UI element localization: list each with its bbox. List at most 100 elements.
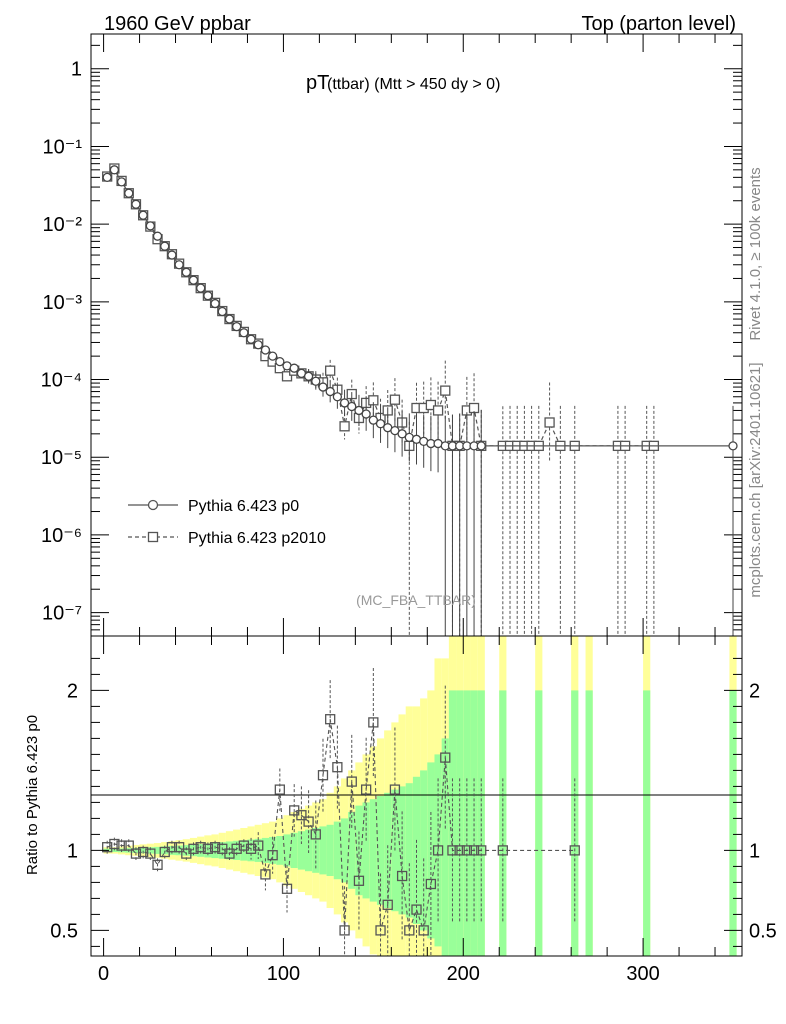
green-band-bin — [283, 834, 291, 867]
ratio-marker — [396, 870, 408, 882]
ratio-series-p2010 — [102, 668, 580, 956]
series-p0-marker — [160, 241, 170, 251]
green-band-bin — [197, 844, 205, 857]
series-p0-marker — [174, 260, 184, 270]
main-y-tick-label: 10⁻⁶ — [41, 525, 82, 547]
ratio-marker — [411, 904, 422, 915]
series-p0-marker — [232, 321, 242, 332]
ratio-marker — [202, 843, 214, 854]
series-p2010-marker — [425, 399, 437, 411]
ratio-y-axis-label: Ratio to Pythia 6.423 p0 — [24, 715, 41, 875]
ratio-plot-panel: 0.5 0.5 1 1 2 2 0 100 200 300 — [50, 34, 777, 985]
green-band-bin — [326, 824, 334, 876]
green-band-bin — [333, 821, 341, 880]
green-band-bin — [499, 690, 507, 956]
green-band-bin — [470, 690, 478, 956]
ratio-marker — [353, 875, 365, 886]
series-p0-marker — [275, 356, 285, 367]
green-band-bin — [362, 802, 370, 899]
green-band-bin — [261, 837, 270, 863]
ratio-marker — [368, 717, 379, 728]
ratio-marker — [317, 770, 329, 781]
series-p0-marker — [203, 291, 213, 301]
green-band-bin — [355, 805, 363, 896]
series-p2010 — [102, 163, 660, 636]
ratio-marker — [173, 842, 185, 853]
series-p0-marker — [339, 398, 350, 408]
ratio-marker — [245, 843, 257, 854]
green-band-bin — [290, 832, 298, 868]
ratio-marker — [102, 842, 113, 853]
ratio-marker — [454, 845, 465, 856]
legend-label-p2010: Pythia 6.423 p2010 — [188, 530, 326, 547]
green-band-bin — [441, 738, 449, 956]
x-tick-label: 200 — [447, 963, 480, 985]
series-p2010-marker — [544, 417, 555, 428]
green-band-bin — [182, 845, 190, 856]
series-p0-marker — [347, 401, 357, 412]
series-p0-marker — [124, 188, 134, 198]
ratio-marker — [325, 714, 336, 725]
legend-label-p0: Pythia 6.423 p0 — [188, 498, 299, 515]
ratio-marker — [274, 784, 285, 795]
x-tick-label: 100 — [267, 963, 300, 985]
ratio-marker — [447, 845, 458, 856]
x-axis-tick-labels: 0 100 200 300 — [98, 963, 660, 985]
green-band-bin — [448, 690, 457, 956]
series-p0-marker — [325, 386, 335, 397]
series-p0-marker — [152, 231, 163, 241]
ratio-y-tick-label-left: 1 — [67, 840, 78, 862]
ratio-marker — [476, 845, 487, 856]
series-p0-marker — [246, 334, 256, 344]
ratio-marker — [389, 784, 401, 795]
ratio-marker — [231, 843, 242, 854]
series-p0-marker — [167, 250, 177, 260]
series-p0-marker — [138, 210, 148, 220]
ratio-marker — [188, 843, 199, 854]
green-band-bin — [139, 847, 147, 854]
ratio-uncertainty-bands — [103, 636, 737, 956]
green-band-bin — [405, 783, 413, 918]
ratio-y-ticks — [91, 657, 742, 947]
ratio-marker — [432, 845, 444, 856]
series-p2010-marker — [281, 371, 293, 382]
green-band-bin — [535, 690, 543, 956]
series-p0-marker — [260, 345, 271, 355]
series-p0-marker — [368, 415, 378, 425]
series-p0-marker — [289, 363, 299, 373]
ratio-marker — [425, 878, 437, 890]
x-tick-label: 300 — [626, 963, 659, 985]
ratio-y-tick-label-left: 2 — [67, 680, 78, 702]
ratio-marker — [375, 925, 386, 936]
series-p0-marker — [354, 405, 364, 416]
series-p0-marker — [361, 409, 371, 419]
ratio-marker — [138, 846, 149, 858]
green-band-bin — [153, 846, 162, 854]
series-p0-marker — [397, 429, 407, 439]
series-p0-marker — [267, 351, 278, 361]
series-p2010-marker — [325, 365, 336, 376]
process-label: Top (parton level) — [581, 13, 736, 35]
green-band-bin — [161, 846, 169, 855]
green-band-bin — [312, 828, 320, 873]
ratio-marker — [296, 810, 307, 821]
main-y-tick-labels: 1 10⁻¹ 10⁻² 10⁻³ 10⁻⁴ 10⁻⁵ 10⁻⁶ 10⁻⁷ — [41, 59, 83, 625]
green-band-bin — [571, 690, 579, 956]
ratio-marker — [123, 840, 134, 851]
ratio-marker — [260, 869, 271, 880]
ratio-y-tick-label-right: 2 — [749, 680, 760, 702]
ratio-y-tick-label-left: 0.5 — [50, 920, 78, 942]
green-band-bin — [340, 818, 349, 883]
ratio-marker — [339, 925, 350, 936]
ratio-marker — [569, 845, 580, 856]
series-p0-marker — [239, 328, 249, 338]
series-p0-marker — [188, 275, 199, 285]
green-band-bin — [276, 836, 284, 865]
series-p0-marker — [109, 165, 120, 175]
series-p2010-marker — [440, 385, 451, 396]
green-band-bin — [348, 812, 356, 889]
x-axis-ticks — [103, 34, 716, 956]
series-p0-marker — [375, 419, 386, 429]
legend-marker-p0 — [147, 499, 159, 511]
